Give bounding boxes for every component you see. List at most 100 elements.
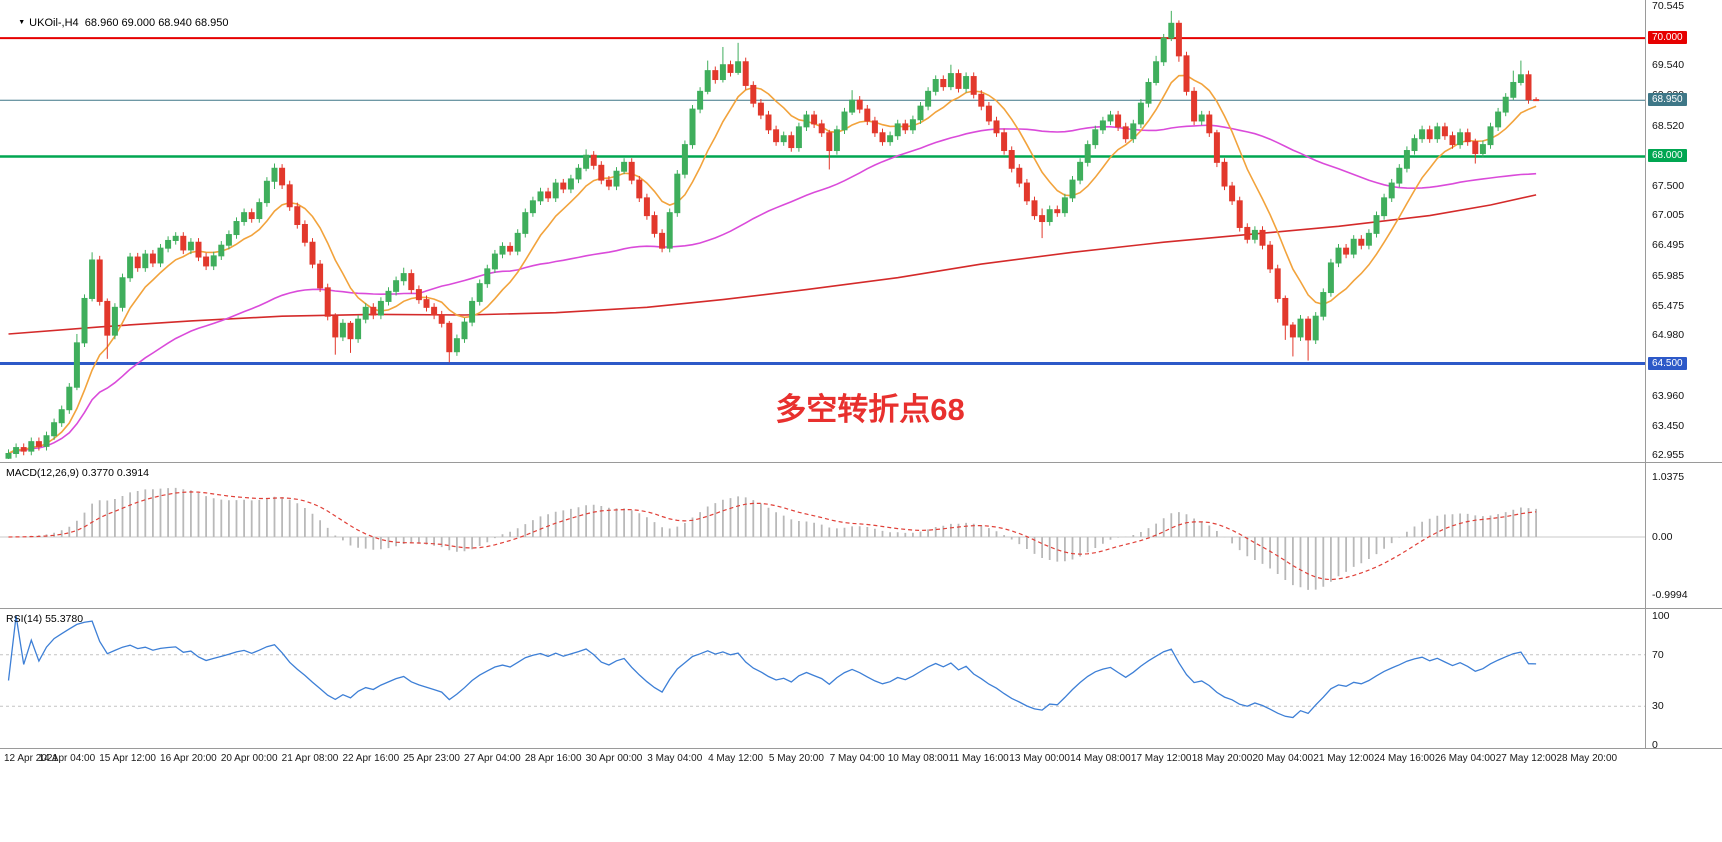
candle[interactable] [1145,78,1152,108]
candle-body[interactable] [431,306,438,316]
candle[interactable] [1350,235,1357,259]
candle-body[interactable] [1001,132,1008,152]
candle-body[interactable] [1343,247,1350,255]
candle-body[interactable] [605,179,612,187]
candle-body[interactable] [1213,132,1220,163]
candle-body[interactable] [28,441,35,452]
candle-body[interactable] [1289,324,1296,338]
candle-body[interactable] [89,259,96,299]
candle[interactable] [1039,208,1046,239]
candle[interactable] [1525,70,1532,104]
candle-body[interactable] [1031,200,1038,217]
candle[interactable] [757,99,764,120]
candle-body[interactable] [757,102,764,116]
candle[interactable] [73,333,80,391]
candle[interactable] [431,303,438,320]
candle[interactable] [149,249,156,268]
candle-body[interactable] [165,239,172,249]
candle[interactable] [1137,99,1144,129]
candle-body[interactable] [1533,99,1540,102]
candle[interactable] [332,313,339,355]
candle-body[interactable] [628,161,635,181]
candle[interactable] [1008,146,1015,173]
candle[interactable] [1305,316,1312,361]
candle[interactable] [453,334,460,356]
candle[interactable] [377,297,384,320]
candle[interactable] [978,90,985,111]
candle[interactable] [712,66,719,84]
candle-body[interactable] [818,123,825,134]
candle[interactable] [1533,97,1540,102]
candle-body[interactable] [58,409,65,424]
candle[interactable] [849,90,856,116]
candle[interactable] [742,57,749,90]
candle-body[interactable] [993,120,1000,134]
candle[interactable] [613,167,620,191]
candle-body[interactable] [879,132,886,143]
candle-body[interactable] [826,132,833,152]
candle-body[interactable] [583,154,590,169]
candle-body[interactable] [415,289,422,301]
candle-body[interactable] [1107,114,1114,122]
candle[interactable] [187,238,194,255]
candle[interactable] [476,279,483,306]
macd-signal-line[interactable] [8,491,1537,581]
panel-separator[interactable] [0,748,1722,749]
candle-body[interactable] [1023,182,1030,202]
candle-body[interactable] [529,200,536,214]
candle[interactable] [507,242,514,256]
candle[interactable] [1312,312,1319,345]
candle[interactable] [552,178,559,203]
candle-body[interactable] [803,114,810,128]
candle-body[interactable] [66,386,73,411]
candle[interactable] [856,96,863,114]
candle[interactable] [651,211,658,238]
candle[interactable] [324,283,331,321]
candle[interactable] [309,238,316,269]
candle[interactable] [537,187,544,205]
candle[interactable] [1183,51,1190,96]
candle-body[interactable] [180,235,187,251]
macd-plot[interactable] [0,463,1645,608]
candle[interactable] [1077,158,1084,185]
candle-body[interactable] [864,108,871,122]
candle[interactable] [438,310,445,328]
candle[interactable] [1335,244,1342,268]
candle-body[interactable] [377,300,384,316]
ma-slow-red-line[interactable] [8,194,1537,335]
candle[interactable] [1320,288,1327,321]
candle-body[interactable] [681,144,688,175]
candle[interactable] [1419,125,1426,143]
candle-body[interactable] [932,79,939,92]
candle[interactable] [1107,110,1114,126]
candle-body[interactable] [1092,129,1099,146]
candle[interactable] [909,115,916,134]
candle-body[interactable] [1426,129,1433,140]
candle[interactable] [925,87,932,111]
candle-body[interactable] [1510,81,1517,98]
candle[interactable] [111,303,118,340]
candle[interactable] [362,303,369,324]
candle-body[interactable] [1236,200,1243,228]
candle-body[interactable] [955,73,962,89]
candle[interactable] [1373,211,1380,238]
rsi-line[interactable] [7,615,1537,719]
candle[interactable] [1388,178,1395,203]
candle-body[interactable] [203,256,210,267]
candle[interactable] [28,437,35,456]
candle-body[interactable] [347,322,354,340]
candle[interactable] [1084,140,1091,167]
candle[interactable] [157,244,164,268]
candle[interactable] [1092,125,1099,149]
candle[interactable] [1175,20,1182,62]
candle-body[interactable] [621,161,628,172]
candle[interactable] [590,151,597,170]
candle[interactable] [1206,110,1213,137]
candle-body[interactable] [408,273,415,291]
candle[interactable] [1381,193,1388,220]
candle[interactable] [370,303,377,320]
candle-body[interactable] [362,306,369,320]
candle[interactable] [1289,322,1296,357]
candle-body[interactable] [263,180,270,204]
candle-body[interactable] [286,184,293,208]
